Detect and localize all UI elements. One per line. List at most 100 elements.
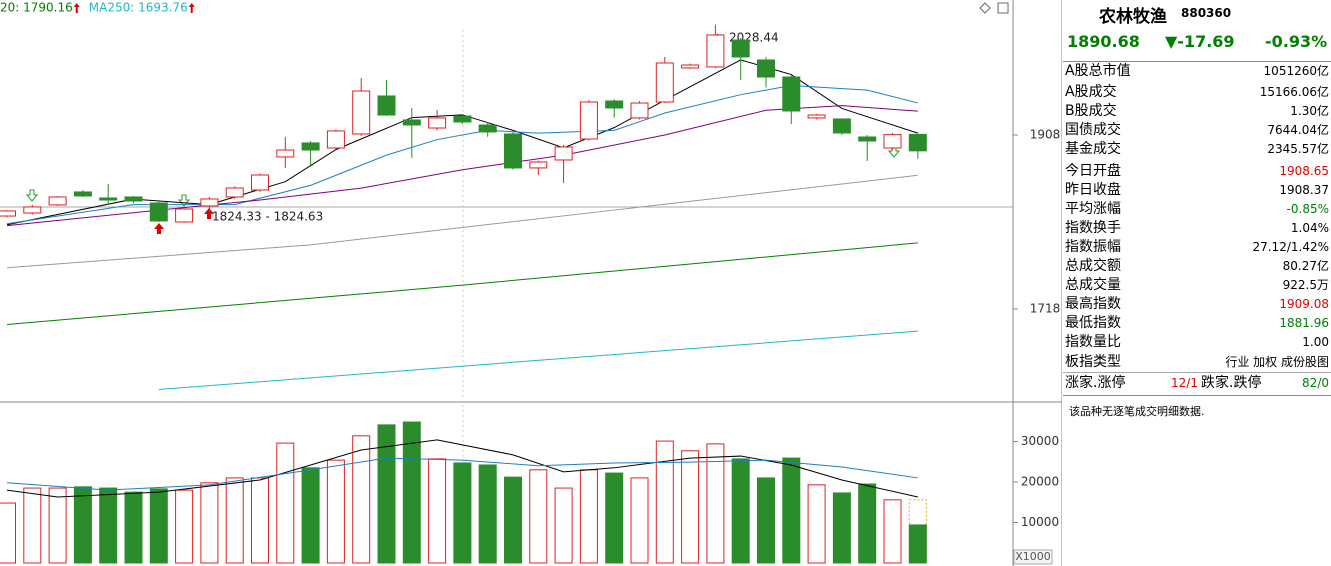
stat-value: 1908.37 (1279, 183, 1329, 197)
candle-body (99, 197, 118, 201)
stat-value: 1051260亿 (1263, 64, 1329, 78)
stat-value: 922.5万 (1282, 278, 1329, 292)
volume-bar (529, 469, 548, 564)
candle-body (478, 124, 497, 133)
volume-bar (73, 486, 92, 564)
volume-bar (908, 524, 927, 564)
stat-row: 平均涨幅 -0.85% (1065, 200, 1331, 219)
ma-line (6, 85, 918, 225)
stat-label: 今日开盘 (1065, 163, 1121, 179)
stat-row: A股成交 15166.06亿 (1065, 83, 1331, 102)
index-name: 农林牧渔 (1099, 7, 1167, 27)
volume-bar (200, 482, 219, 564)
candle-body (504, 133, 522, 169)
divider (1063, 372, 1331, 373)
legend-arrow (188, 3, 195, 13)
candle-body (326, 130, 345, 149)
volume-bar (757, 477, 775, 564)
candle-body (175, 208, 194, 223)
candle-body (73, 191, 92, 197)
divider (1063, 61, 1331, 62)
candle-body (807, 114, 826, 119)
candle-body (883, 134, 902, 149)
down-label: 跌家.跌停 (1201, 375, 1262, 391)
ma-line (6, 174, 918, 269)
stat-value: 1908.65 (1279, 164, 1329, 178)
volume-bar (630, 477, 649, 564)
volume-bar (48, 487, 67, 564)
y-tick-label: 1908 (1030, 127, 1061, 141)
candle-body (782, 76, 801, 112)
stat-row: 今日开盘 1908.65 (1065, 162, 1331, 181)
volume-bar (807, 484, 826, 564)
stat-value: 行业 加权 成份股图 (1225, 355, 1329, 369)
icon-window[interactable] (997, 2, 1009, 14)
quote-panel: 农林牧渔 880360 1890.68 ▼-17.69 -0.93% A股总市值… (1063, 0, 1331, 566)
candle-body (428, 117, 447, 129)
candle-body (402, 119, 421, 126)
stat-row: 总成交额 80.27亿 (1065, 257, 1331, 276)
stat-label: A股成交 (1065, 84, 1117, 100)
ma-line (6, 457, 918, 491)
volume-bar (504, 476, 522, 564)
up-label: 涨家.涨停 (1065, 375, 1126, 391)
stat-value: -0.85% (1286, 202, 1329, 216)
stat-row: 昨日收盘 1908.37 (1065, 181, 1331, 200)
volume-bar (858, 483, 877, 564)
unit-box (1013, 549, 1053, 565)
volume-bar (681, 450, 700, 564)
volume-bar (554, 487, 573, 564)
stat-label: 最低指数 (1065, 315, 1121, 331)
volume-bar (377, 424, 396, 564)
ma-line (6, 242, 918, 326)
stat-label: 指数量比 (1065, 334, 1121, 350)
candle-body (529, 161, 548, 169)
volume-bar (428, 458, 447, 564)
down-value: 82/0 (1302, 376, 1329, 390)
candle-body (757, 59, 775, 78)
icon-diamond[interactable] (979, 2, 991, 14)
volume-unit: X1000 (1015, 550, 1051, 563)
stat-row: 国债成交 7644.04亿 (1065, 121, 1331, 140)
stat-label: 最高指数 (1065, 296, 1121, 312)
stat-label: 总成交额 (1065, 258, 1121, 274)
divider (1063, 395, 1331, 396)
volume-bar (402, 421, 421, 564)
candle-body (124, 196, 143, 202)
ma-line (6, 439, 918, 498)
volume-bar (706, 443, 725, 564)
stat-label: A股总市值 (1065, 63, 1131, 79)
candle-body (352, 90, 371, 135)
y-tick-label: 30000 (1021, 434, 1059, 448)
volume-bar (883, 499, 902, 564)
candle-body (453, 115, 472, 123)
stat-label: 指数振幅 (1065, 239, 1121, 255)
stat-row: 板指类型 行业 加权 成份股图 (1065, 353, 1331, 372)
stat-label: B股成交 (1065, 103, 1117, 119)
volume-bar (175, 489, 194, 564)
candle-body (832, 118, 851, 134)
candle-body (225, 187, 244, 198)
breadth-row: 涨家.涨停 12/1 跌家.跌停 82/0 (1065, 374, 1331, 393)
legend-entry: 20: 1790.16 (0, 1, 73, 15)
last-price: 1890.68 (1067, 32, 1140, 51)
note: 该品种无逐笔成交明细数据. (1069, 405, 1205, 418)
volume-bar (655, 440, 674, 564)
stat-label: 基金成交 (1065, 141, 1121, 157)
up-value: 12/1 (1171, 376, 1198, 390)
volume-bar (124, 491, 143, 564)
stat-row: 基金成交 2345.57亿 (1065, 140, 1331, 159)
volume-bar (326, 459, 345, 564)
volume-bar (453, 462, 472, 564)
candle-body (0, 210, 16, 217)
stat-value: 80.27亿 (1282, 259, 1329, 273)
y-tick-label: 20000 (1021, 474, 1059, 488)
legend-arrow (73, 3, 80, 13)
candle-body (23, 206, 42, 214)
candle-body (200, 198, 219, 207)
volume-bar (23, 487, 42, 564)
volume-bar (225, 477, 244, 564)
candle-body (908, 133, 927, 152)
stat-value: 1.30亿 (1290, 104, 1329, 118)
